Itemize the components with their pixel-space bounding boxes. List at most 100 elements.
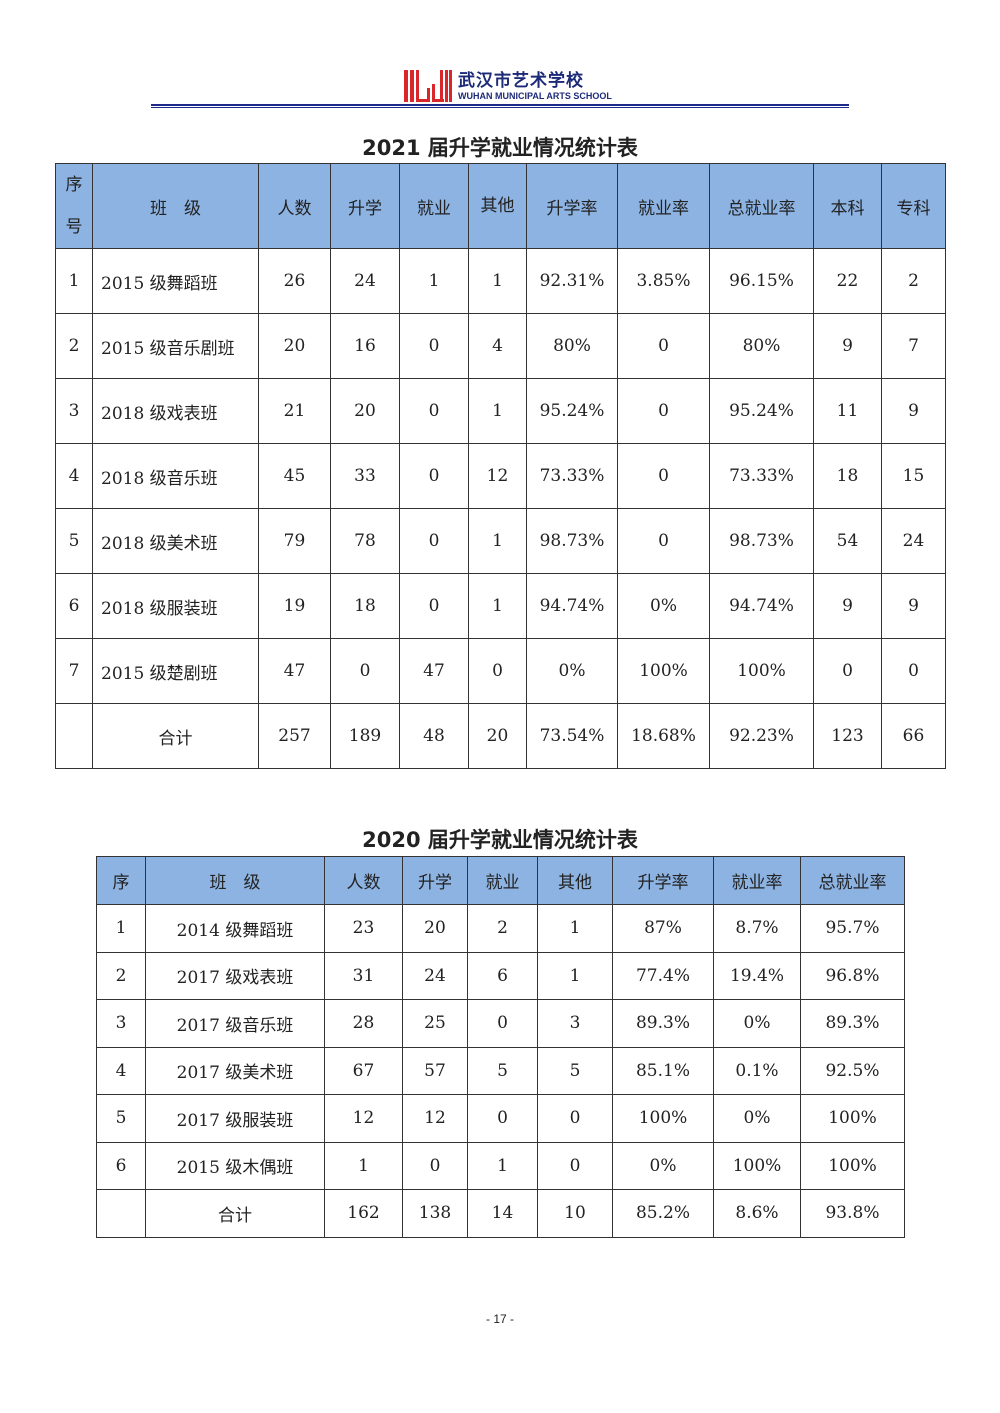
table-cell: 89.3% [612,999,714,1048]
table-cell: 0 [399,573,469,639]
table-cell: 45 [258,443,331,509]
table-row: 1 2014 级舞蹈班 23 20 2 1 87% 8.7% 95.7% [96,904,905,953]
column-header: 序 [96,856,146,905]
column-header: 人数 [324,856,403,905]
column-header: 升学率 [612,856,714,905]
table-2021: 序号班 级人数 升学 就业 其他 升学率 就业率 总就业率 本科 专科 1 2015 级舞蹈班 26… [55,163,946,769]
table-cell: 0 [617,378,710,444]
table-cell: 0 [537,1141,613,1190]
table-cell: 95.7% [800,904,905,953]
table-cell: 94.74% [526,573,618,639]
table-cell: 1 [96,904,146,953]
table-cell: 33 [330,443,400,509]
table-cell: 66 [881,703,946,769]
table-cell: 92.23% [709,703,814,769]
table-2020-title: 2020 届升学就业情况统计表 [362,828,638,852]
table-cell: 47 [258,638,331,704]
table-cell: 2017 级服装班 [145,1094,325,1143]
table-cell: 48 [399,703,469,769]
table-cell: 8.6% [713,1189,801,1238]
table-cell: 9 [881,378,946,444]
school-name-en: WUHAN MUNICIPAL ARTS SCHOOL [458,91,612,101]
table-cell: 0 [399,313,469,379]
table-cell: 2 [467,904,538,953]
column-header: 班 级 [145,856,325,905]
table-cell: 2014 级舞蹈班 [145,904,325,953]
table-cell: 95.24% [526,378,618,444]
column-header: 升学 [402,856,468,905]
table-cell: 96.8% [800,951,905,1000]
table-cell: 0% [713,1094,801,1143]
table-cell: 2018 级服装班 [92,573,259,639]
table-cell: 162 [324,1189,403,1238]
table-cell: 12 [402,1094,468,1143]
table-cell: 2015 级舞蹈班 [92,248,259,314]
table-row: 7 2015 级楚剧班 47 0 47 0 0% 100% 100% 0 0 [55,638,946,704]
table-cell: 9 [813,573,882,639]
table-cell: 8.7% [713,904,801,953]
table-cell: 0 [617,508,710,574]
table-cell: 1 [468,508,527,574]
page-number: - 17 - [485,1312,514,1326]
table-cell: 2018 级音乐班 [92,443,259,509]
table-cell: 10 [537,1189,613,1238]
table-cell: 0 [813,638,882,704]
table-cell: 2015 级木偶班 [145,1141,325,1190]
table-cell: 2 [881,248,946,314]
table-cell: 0 [881,638,946,704]
table-row: 3 2017 级音乐班 28 25 0 3 89.3% 0% 89.3% [96,999,905,1048]
table-cell: 0 [467,1094,538,1143]
table-cell: 18 [813,443,882,509]
table-cell: 2015 级楚剧班 [92,638,259,704]
table-cell: 0 [399,508,469,574]
table-cell: 2015 级音乐剧班 [92,313,259,379]
table-cell: 21 [258,378,331,444]
table-cell: 5 [537,1046,613,1095]
table-row: 5 2017 级服装班 12 12 0 0 100% 0% 100% [96,1094,905,1143]
table-row: 1 2015 级舞蹈班 26 24 1 1 92.31% 3.85% 96.15% 22 2 [55,248,946,314]
table-cell: 15 [881,443,946,509]
table-cell: 4 [55,443,93,509]
table-cell: 1 [468,573,527,639]
table-cell: 2 [96,951,146,1000]
table-cell: 189 [330,703,400,769]
table-row: 6 2018 级服装班 19 18 0 1 94.74% 0% 94.74% 9 9 [55,573,946,639]
table-cell: 12 [324,1094,403,1143]
table-cell: 1 [537,904,613,953]
table-cell: 95.24% [709,378,814,444]
column-header: 升学率 [526,163,618,249]
table-cell: 3 [96,999,146,1048]
table-cell: 57 [402,1046,468,1095]
table-row: 5 2018 级美术班 79 78 0 1 98.73% 0 98.73% 54 24 [55,508,946,574]
table-cell: 1 [399,248,469,314]
table-cell: 5 [55,508,93,574]
table-cell: 2017 级美术班 [145,1046,325,1095]
table-cell: 92.31% [526,248,618,314]
table-cell: 4 [468,313,527,379]
table-cell: 77.4% [612,951,714,1000]
table-cell: 0 [399,443,469,509]
table-cell: 79 [258,508,331,574]
table-cell: 94.74% [709,573,814,639]
table-cell: 73.33% [526,443,618,509]
table-cell: 19 [258,573,331,639]
total-row: 合计 257 189 48 20 73.54% 18.68% 92.23% 123 66 [55,703,946,769]
header-rule [151,104,849,106]
table-cell: 0% [617,573,710,639]
column-header: 其他 [537,856,613,905]
column-header: 班 级 [92,163,259,249]
table-cell: 0.1% [713,1046,801,1095]
table-cell: 9 [813,313,882,379]
logo-mark-icon [404,70,452,102]
table-cell: 67 [324,1046,403,1095]
table-cell: 24 [402,951,468,1000]
table-cell: 6 [96,1141,146,1190]
table-cell: 7 [881,313,946,379]
table-cell: 9 [881,573,946,639]
table-cell: 18.68% [617,703,710,769]
table-cell: 257 [258,703,331,769]
table-cell [96,1189,146,1238]
table-cell: 0% [526,638,618,704]
table-cell: 80% [709,313,814,379]
table-cell: 合计 [145,1189,325,1238]
